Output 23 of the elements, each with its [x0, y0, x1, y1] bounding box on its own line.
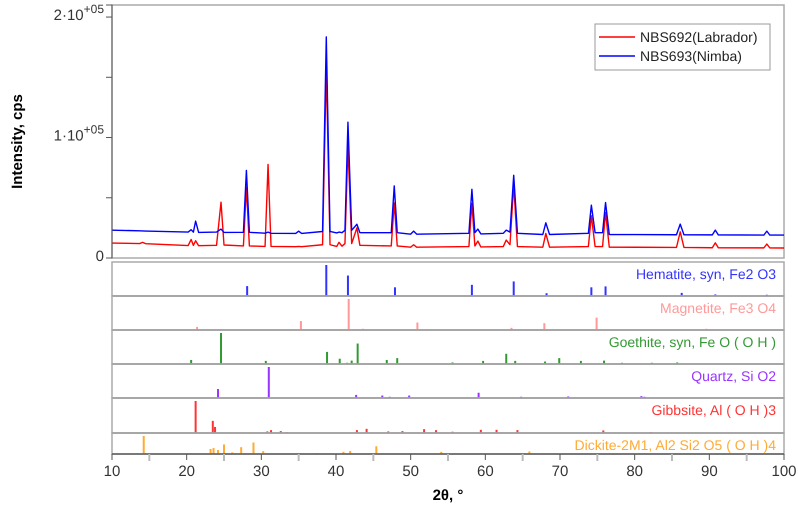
legend-label: NBS692(Labrador): [640, 29, 758, 45]
x-tick-label: 100: [771, 463, 797, 480]
x-tick-label: 20: [178, 463, 196, 480]
x-tick-label: 70: [552, 463, 568, 480]
x-tick-label: 40: [328, 463, 344, 480]
y-tick-label: 2·10$^{+05}$: [54, 2, 104, 24]
x-tick-label: 10: [104, 463, 120, 480]
y-tick-label: 0: [96, 248, 104, 265]
chart-title: Dickite-2M1, Al2 Si2 O5 ( O H )4: [574, 437, 776, 453]
y-axis-title: Intensity, cps: [9, 94, 26, 189]
x-tick-label: 30: [252, 463, 270, 480]
x-tick-label: 50: [402, 463, 420, 480]
x-axis-title: 2θ, °: [432, 487, 464, 504]
chart-title: Hematite, syn, Fe2 O3: [636, 266, 776, 282]
x-tick-label: 80: [626, 463, 644, 480]
x-tick-label: 60: [476, 463, 494, 480]
chart-title: Quartz, Si O2: [691, 368, 776, 384]
legend-label: NBS693(Nimba): [640, 48, 742, 64]
chart-title: Gibbsite, Al ( O H )3: [652, 402, 776, 418]
y-tick-label: 1·10$^{+05}$: [54, 122, 104, 145]
chart-title: Magnetite, Fe3 O4: [660, 300, 776, 316]
chart-title: Goethite, syn, Fe O ( O H ): [608, 334, 776, 350]
x-tick-label: 90: [700, 463, 718, 480]
